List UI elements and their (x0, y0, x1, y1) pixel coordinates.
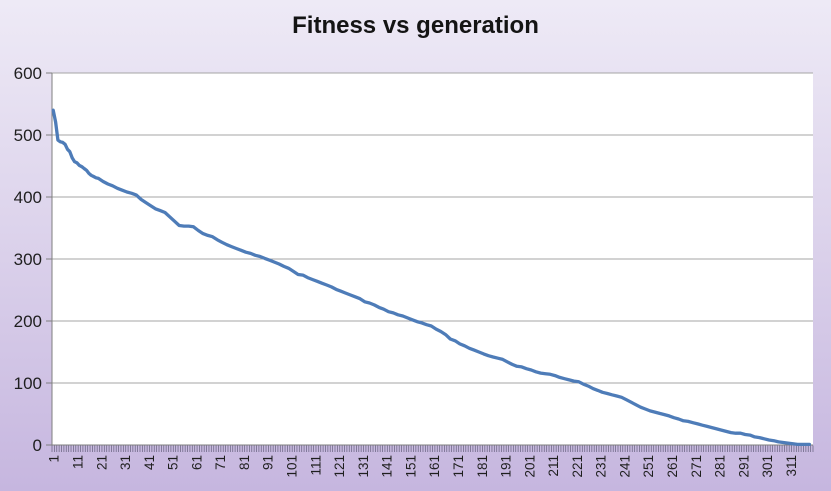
y-axis-label: 200 (14, 312, 42, 331)
x-axis-label: 41 (142, 455, 157, 470)
y-axis-label: 0 (33, 436, 42, 455)
x-axis-label: 51 (166, 455, 181, 470)
x-axis-label: 261 (665, 455, 680, 478)
x-axis-label: 271 (689, 455, 704, 478)
x-axis-label: 111 (308, 455, 323, 476)
x-axis-label: 21 (94, 455, 109, 470)
x-axis-label: 191 (499, 455, 514, 478)
x-axis-label: 1 (47, 455, 62, 463)
x-axis-label: 61 (189, 455, 204, 470)
x-axis-label: 121 (332, 455, 347, 478)
x-axis-label: 91 (261, 455, 276, 470)
x-axis-label: 201 (522, 455, 537, 478)
x-axis-label: 81 (237, 455, 252, 470)
x-axis-label: 211 (546, 455, 561, 477)
x-axis-label: 231 (594, 455, 609, 478)
fitness-line-series (51, 108, 812, 447)
x-axis-label: 31 (118, 455, 133, 470)
x-axis-label: 161 (427, 455, 442, 478)
chart-title: Fitness vs generation (292, 12, 539, 39)
y-axis-label: 300 (14, 250, 42, 269)
x-axis-label: 241 (617, 455, 632, 478)
x-axis-label: 291 (736, 455, 751, 478)
x-axis-label: 221 (570, 455, 585, 478)
x-axis-label: 71 (213, 455, 228, 470)
y-axis-label: 100 (14, 374, 42, 393)
x-axis-label: 171 (451, 455, 466, 478)
y-axis-label: 500 (14, 126, 42, 145)
x-axis-label: 131 (356, 455, 371, 478)
x-axis-label: 151 (403, 455, 418, 478)
x-axis-label: 11 (70, 455, 85, 469)
x-axis-label: 251 (641, 455, 656, 478)
x-axis-label: 141 (380, 455, 395, 478)
x-axis-label: 101 (285, 455, 300, 478)
y-axis-label: 600 (14, 64, 42, 83)
x-axis-label: 311 (784, 455, 799, 477)
x-axis-label: 301 (760, 455, 775, 478)
x-axis-label: 281 (713, 455, 728, 478)
y-axis-label: 400 (14, 188, 42, 207)
x-axis-label: 181 (475, 455, 490, 478)
